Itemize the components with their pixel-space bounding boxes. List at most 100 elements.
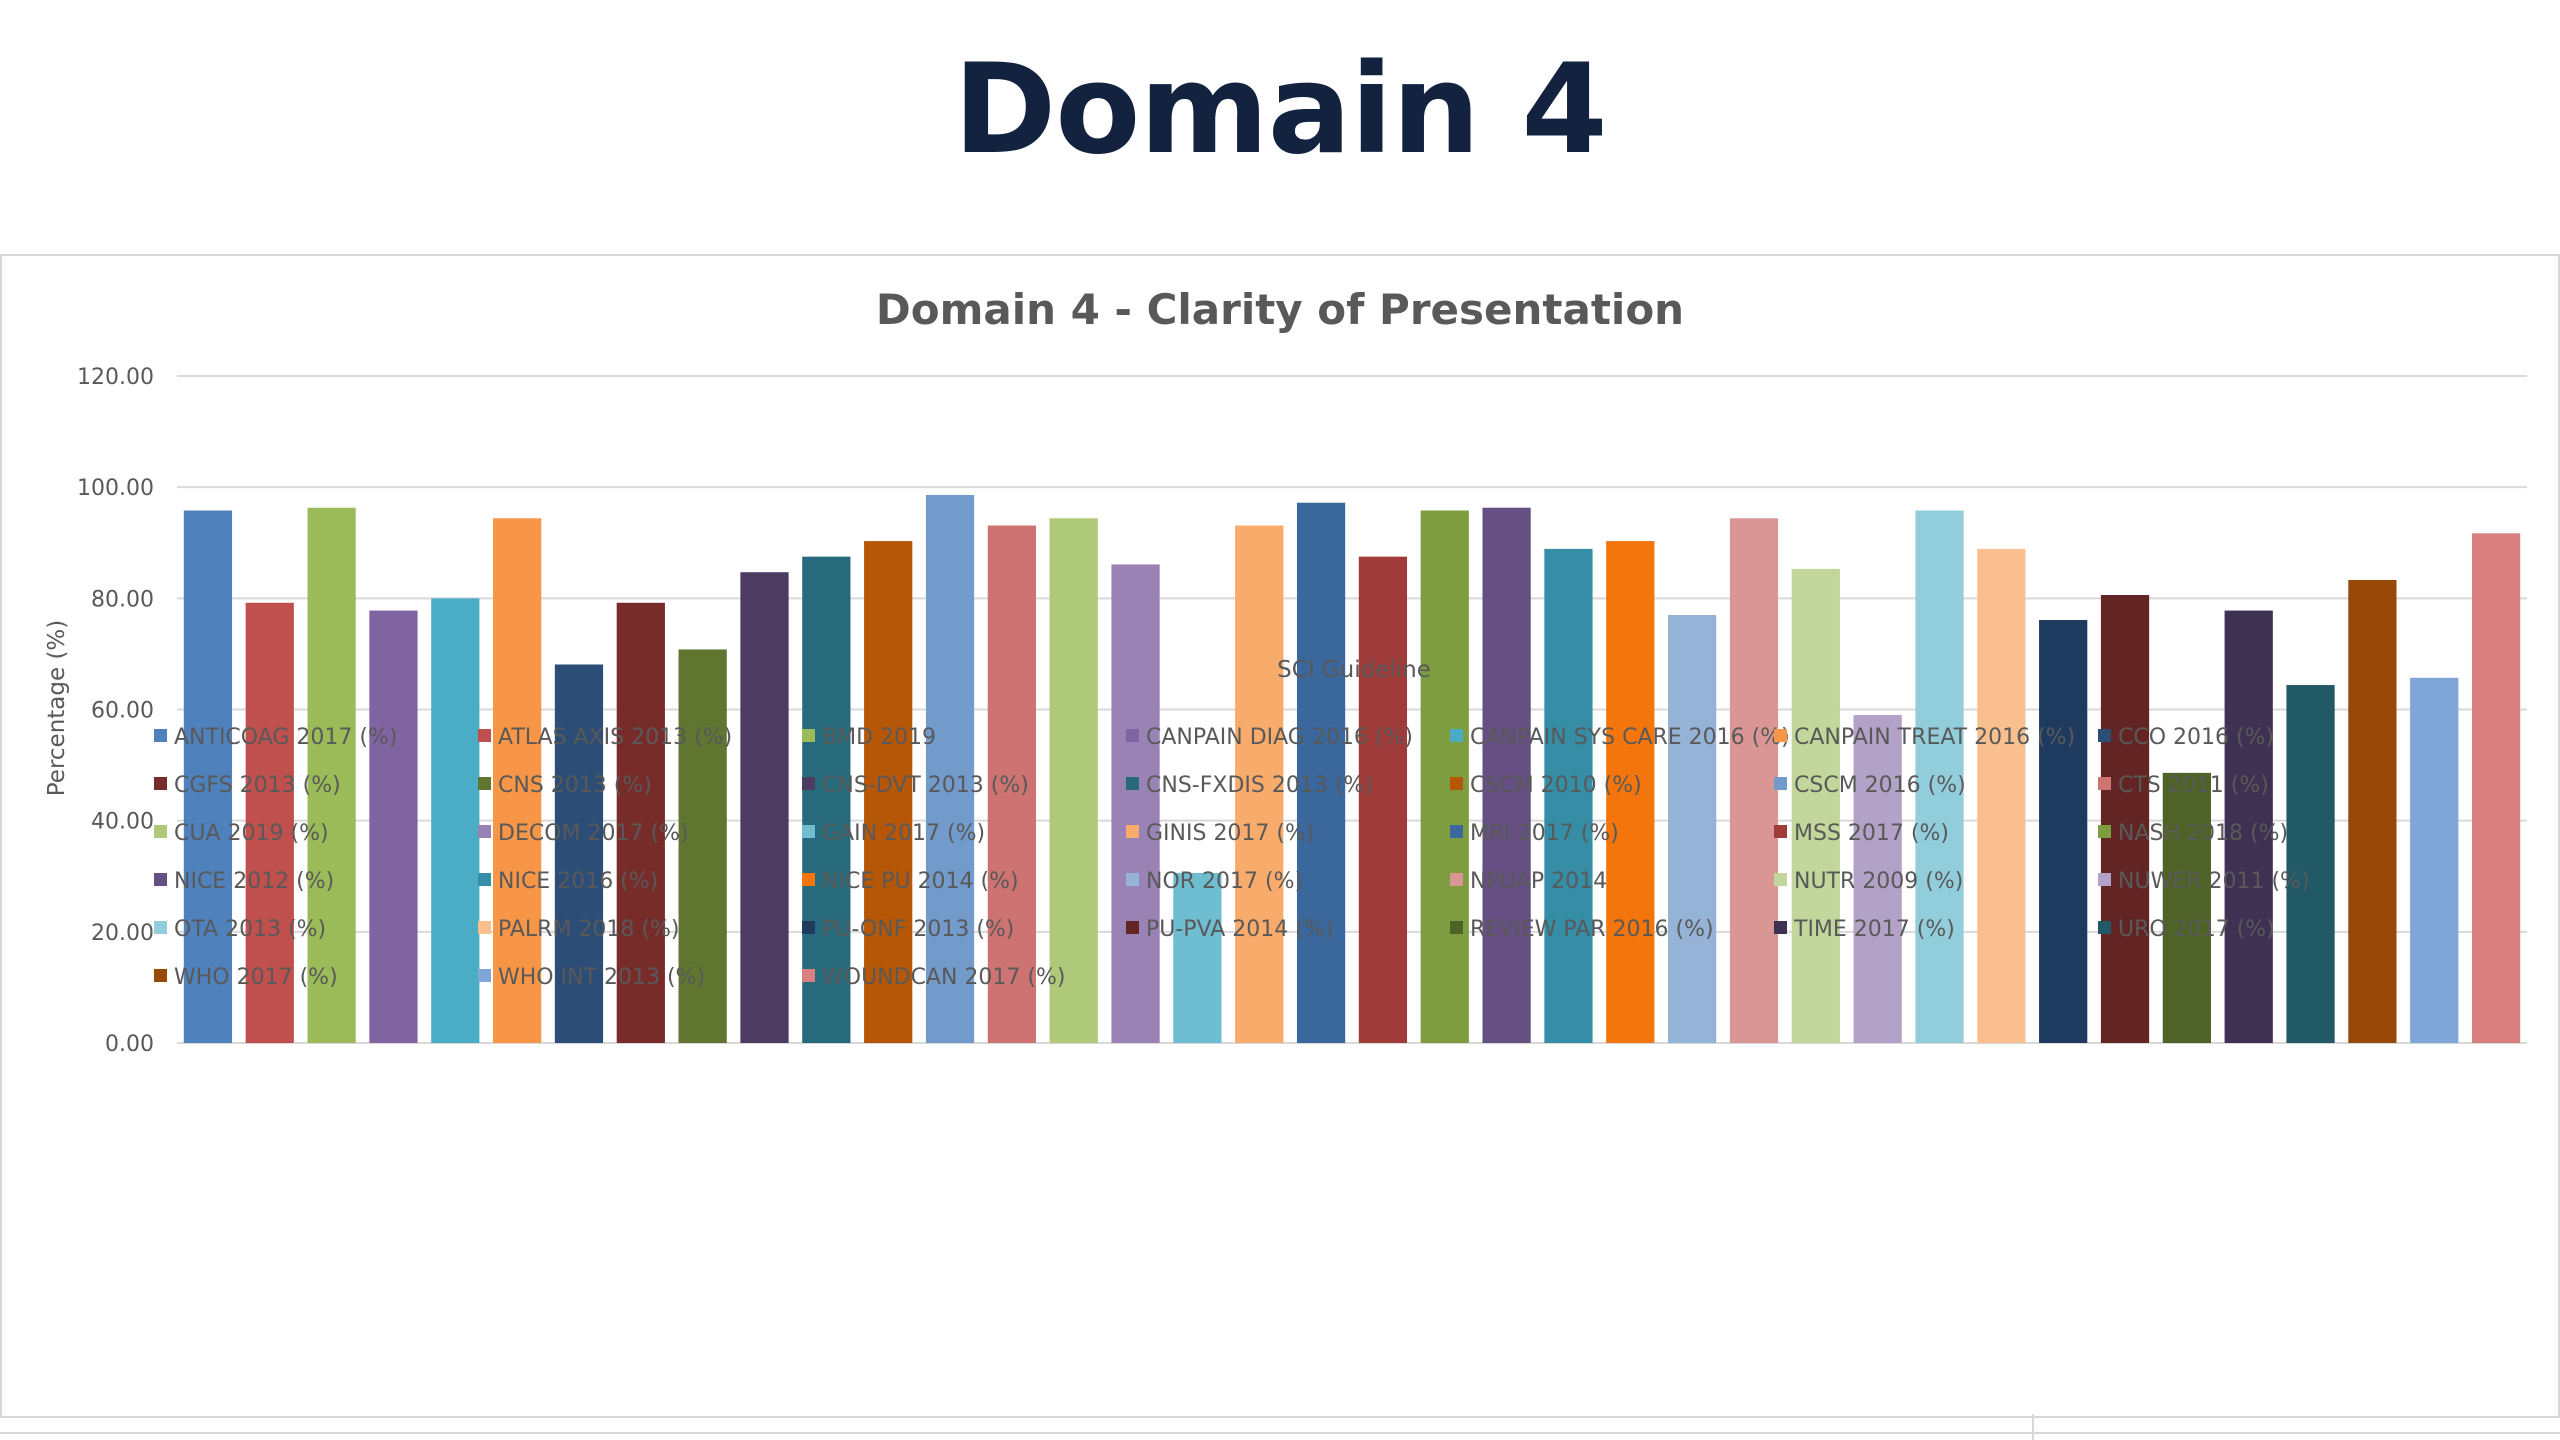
legend-item: NPUAP 2014 bbox=[1450, 869, 1607, 894]
legend-swatch bbox=[154, 729, 167, 742]
legend-item: CSCM 2016 (%) bbox=[1774, 773, 1966, 798]
y-axis-ticks: 0.00 20.00 40.00 60.00 80.00 100.00 120.00 bbox=[77, 365, 154, 1057]
bar-nice-pu-2014 bbox=[1606, 541, 1655, 1043]
legend: ANTICOAG 2017 (%) ATLAS AXIS 2013 (%) BMD … bbox=[154, 725, 2310, 990]
legend-swatch bbox=[478, 729, 491, 742]
legend-item: URO 2017 (%) bbox=[2098, 917, 2275, 942]
y-tick-label: 20.00 bbox=[91, 921, 154, 946]
legend-swatch bbox=[2098, 873, 2111, 886]
bar-who-int-2013 bbox=[2410, 677, 2459, 1043]
legend-swatch bbox=[154, 921, 167, 934]
legend-item: BMD 2019 bbox=[802, 725, 936, 750]
legend-swatch bbox=[1450, 729, 1463, 742]
legend-swatch bbox=[802, 825, 815, 838]
bar-pu-onf-2013 bbox=[2039, 620, 2088, 1043]
legend-label: GINIS 2017 (%) bbox=[1146, 821, 1315, 846]
legend-item: CNS 2013 (%) bbox=[478, 773, 652, 798]
bottom-divider bbox=[0, 1432, 2560, 1434]
y-tick-label: 40.00 bbox=[91, 810, 154, 835]
legend-label: CANPAIN DIAG 2016 (%) bbox=[1146, 725, 1413, 750]
bar-anticoag-2017 bbox=[183, 510, 233, 1043]
legend-item: TIME 2017 (%) bbox=[1774, 917, 1955, 942]
bar-ota-2013 bbox=[1915, 510, 1964, 1043]
legend-label: TIME 2017 (%) bbox=[1793, 917, 1955, 942]
legend-item: CANPAIN SYS CARE 2016 (%) bbox=[1450, 725, 1790, 750]
legend-item: PU-PVA 2014 (%) bbox=[1126, 917, 1333, 942]
bar-nice-2016 bbox=[1544, 548, 1593, 1043]
legend-item: CNS-DVT 2013 (%) bbox=[802, 773, 1029, 798]
legend-label: CUA 2019 (%) bbox=[174, 821, 329, 846]
bar-cts-2011 bbox=[987, 525, 1036, 1043]
bar-nash-2018 bbox=[1420, 510, 1469, 1043]
legend-swatch bbox=[1450, 825, 1463, 838]
legend-swatch bbox=[2098, 921, 2111, 934]
legend-swatch bbox=[154, 825, 167, 838]
legend-label: WHO INT 2013 (%) bbox=[498, 965, 705, 990]
legend-item: CTS 2011 (%) bbox=[2098, 773, 2269, 798]
legend-label: NOR 2017 (%) bbox=[1146, 869, 1303, 894]
legend-label: URO 2017 (%) bbox=[2118, 917, 2275, 942]
legend-item: CSCM 2010 (%) bbox=[1450, 773, 1642, 798]
legend-item: NASH 2018 (%) bbox=[2098, 821, 2288, 846]
bottom-divider-tick bbox=[2032, 1414, 2034, 1440]
legend-label: CSCM 2010 (%) bbox=[1470, 773, 1642, 798]
bar-nutr-2009 bbox=[1791, 568, 1840, 1043]
legend-label: NUWER 2011 (%) bbox=[2118, 869, 2310, 894]
legend-label: NICE PU 2014 (%) bbox=[822, 869, 1019, 894]
chart-frame: Domain 4 - Clarity of Presentation 0.00 2… bbox=[0, 254, 2560, 1418]
legend-label: DECOM 2017 (%) bbox=[498, 821, 689, 846]
legend-swatch bbox=[802, 729, 815, 742]
legend-swatch bbox=[1450, 921, 1463, 934]
legend-item: NUWER 2011 (%) bbox=[2098, 869, 2310, 894]
legend-item: GINIS 2017 (%) bbox=[1126, 821, 1315, 846]
bar-cgfs-2013 bbox=[616, 602, 665, 1043]
bar-npuap-2014 bbox=[1729, 518, 1779, 1043]
legend-label: NICE 2016 (%) bbox=[498, 869, 658, 894]
legend-swatch bbox=[1774, 729, 1787, 742]
legend-label: CANPAIN SYS CARE 2016 (%) bbox=[1470, 725, 1790, 750]
y-tick-label: 80.00 bbox=[91, 587, 154, 612]
bar-canpain-treat-2016 bbox=[493, 518, 542, 1043]
legend-label: MSS 2017 (%) bbox=[1794, 821, 1949, 846]
bar-ginis-2017 bbox=[1235, 525, 1284, 1043]
legend-label: WOUNDCAN 2017 (%) bbox=[822, 965, 1065, 990]
legend-swatch bbox=[802, 921, 815, 934]
legend-item: PU-ONF 2013 (%) bbox=[802, 917, 1014, 942]
y-tick-label: 0.00 bbox=[105, 1032, 154, 1057]
legend-item: CCO 2016 (%) bbox=[2098, 725, 2274, 750]
legend-label: CTS 2011 (%) bbox=[2118, 773, 2269, 798]
y-axis-label: Percentage (%) bbox=[44, 620, 70, 797]
legend-item: WOUNDCAN 2017 (%) bbox=[802, 965, 1065, 990]
legend-item: CANPAIN DIAG 2016 (%) bbox=[1126, 725, 1413, 750]
legend-swatch bbox=[1126, 825, 1139, 838]
legend-label: OTA 2013 (%) bbox=[174, 917, 326, 942]
legend-label: CCO 2016 (%) bbox=[2118, 725, 2274, 750]
legend-swatch bbox=[1126, 777, 1139, 790]
legend-swatch bbox=[478, 921, 491, 934]
legend-label: ANTICOAG 2017 (%) bbox=[174, 725, 397, 750]
legend-swatch bbox=[1450, 777, 1463, 790]
bar-bmd-2019 bbox=[307, 507, 356, 1043]
bar-nor-2017 bbox=[1668, 615, 1717, 1043]
legend-label: WHO 2017 (%) bbox=[174, 965, 338, 990]
legend-swatch bbox=[1450, 873, 1463, 886]
bar-who-2017 bbox=[2348, 579, 2397, 1043]
legend-label: CNS 2013 (%) bbox=[498, 773, 652, 798]
bar-cns-2013 bbox=[678, 649, 727, 1043]
y-tick-label: 120.00 bbox=[77, 365, 154, 390]
legend-label: PU-PVA 2014 (%) bbox=[1146, 917, 1333, 942]
legend-swatch bbox=[1774, 873, 1787, 886]
legend-swatch bbox=[802, 777, 815, 790]
legend-swatch bbox=[2098, 777, 2111, 790]
legend-item: CNS-FXDIS 2013 (%) bbox=[1126, 773, 1373, 798]
legend-label: REVIEW PAR 2016 (%) bbox=[1470, 917, 1714, 942]
legend-swatch bbox=[802, 969, 815, 982]
legend-swatch bbox=[2098, 825, 2111, 838]
legend-swatch bbox=[1774, 777, 1787, 790]
bar-cscm-2016 bbox=[925, 494, 975, 1043]
legend-item: NICE 2016 (%) bbox=[478, 869, 658, 894]
legend-swatch bbox=[478, 777, 491, 790]
legend-swatch bbox=[154, 873, 167, 886]
bar-pu-pva-2014 bbox=[2100, 594, 2150, 1043]
legend-swatch bbox=[154, 777, 167, 790]
